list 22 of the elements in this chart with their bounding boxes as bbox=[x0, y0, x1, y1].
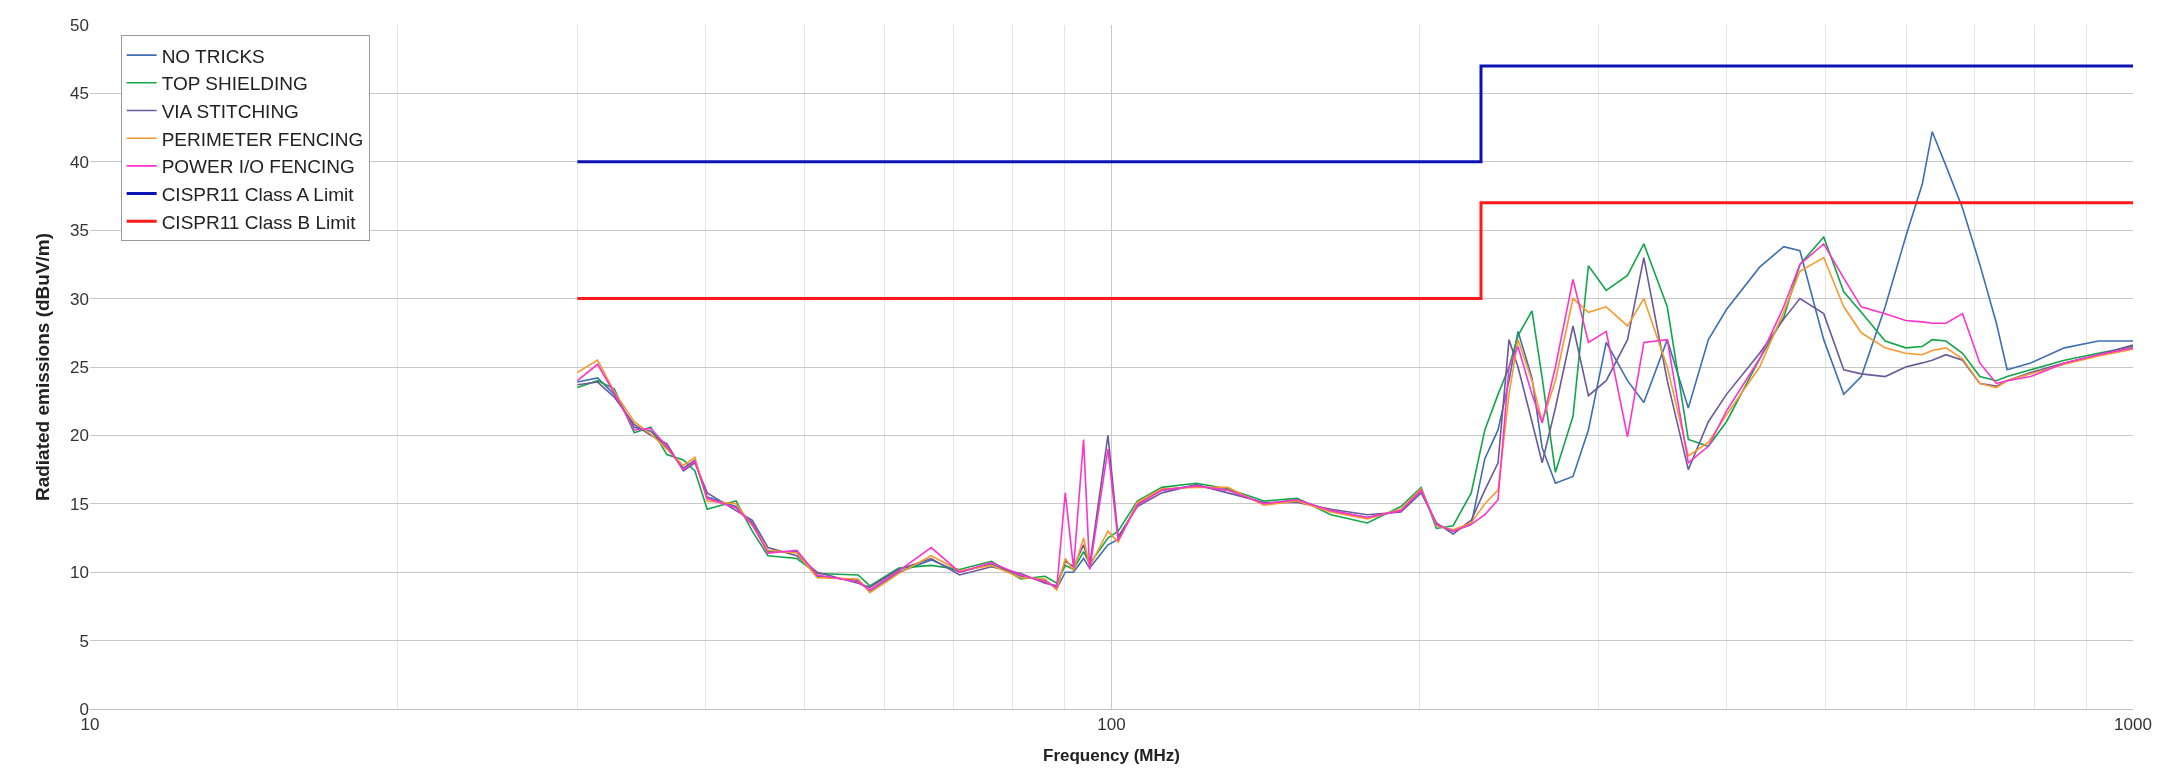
y-axis-title: Radiated emissions (dBuV/m) bbox=[31, 232, 53, 502]
y-tick-label: 15 bbox=[70, 494, 89, 514]
y-tick-label: 0 bbox=[79, 699, 89, 719]
y-tick-label: 30 bbox=[70, 289, 89, 309]
x-tick-label: 1000 bbox=[2114, 715, 2152, 735]
y-tick-label: 40 bbox=[70, 152, 89, 172]
legend-label: CISPR11 Class B Limit bbox=[161, 211, 357, 233]
y-tick-label: 10 bbox=[70, 563, 89, 583]
y-tick-label: 20 bbox=[70, 426, 89, 446]
legend-label: NO TRICKS bbox=[161, 45, 265, 67]
legend-label: CISPR11 Class A Limit bbox=[161, 184, 355, 206]
legend-label: VIA STITCHING bbox=[161, 100, 299, 122]
y-tick-label: 50 bbox=[70, 15, 89, 35]
y-tick-label: 35 bbox=[70, 221, 89, 241]
y-tick-label: 25 bbox=[70, 357, 89, 377]
x-axis-title: Frequency (MHz) bbox=[1043, 745, 1180, 765]
legend-label: POWER I/O FENCING bbox=[161, 156, 355, 178]
x-tick-label: 100 bbox=[1097, 715, 1126, 735]
y-tick-label: 5 bbox=[79, 631, 89, 651]
y-tick-label: 45 bbox=[70, 84, 89, 104]
legend-label: TOP SHIELDING bbox=[161, 73, 308, 95]
legend-label: PERIMETER FENCING bbox=[161, 128, 364, 150]
